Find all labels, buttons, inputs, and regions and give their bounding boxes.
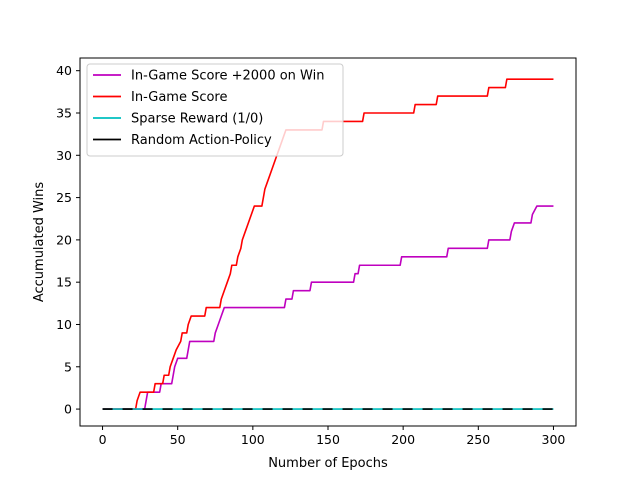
y-tick-label: 10 <box>56 317 72 332</box>
y-tick-label: 20 <box>56 232 72 247</box>
y-axis-title: Accumulated Wins <box>32 182 47 303</box>
y-tick-label: 0 <box>64 402 72 417</box>
legend-label-3: Sparse Reward (1/0) <box>131 112 263 127</box>
y-tick-label: 35 <box>56 105 72 120</box>
series-line-1 <box>102 205 554 410</box>
series-line-2 <box>102 78 554 410</box>
x-tick-label: 100 <box>241 432 265 447</box>
legend-label-1: In-Game Score +2000 on Win <box>131 69 324 84</box>
legend-box <box>86 63 344 157</box>
x-tick-label: 300 <box>542 432 566 447</box>
x-tick-label: 0 <box>99 432 107 447</box>
y-tick-label: 25 <box>56 190 72 205</box>
y-tick-label: 5 <box>64 359 72 374</box>
x-axis-title: Number of Epochs <box>268 456 388 471</box>
axes-layer: 0 50 100 150 200 250 300 0 5 10 15 20 25 30 35 40 <box>56 57 577 447</box>
y-tick-label: 15 <box>56 275 72 290</box>
x-tick-label: 150 <box>316 432 340 447</box>
x-tick-label: 200 <box>391 432 415 447</box>
y-tick-label: 40 <box>56 63 72 78</box>
x-tick-label: 250 <box>466 432 490 447</box>
legend: In-Game Score +2000 on Win In-Game Score S… <box>86 63 344 157</box>
series-layer <box>102 78 554 410</box>
legend-label-2: In-Game Score <box>131 90 227 105</box>
x-tick-label: 50 <box>170 432 186 447</box>
y-tick-label: 30 <box>56 148 72 163</box>
legend-label-4: Random Action-Policy <box>131 133 272 148</box>
